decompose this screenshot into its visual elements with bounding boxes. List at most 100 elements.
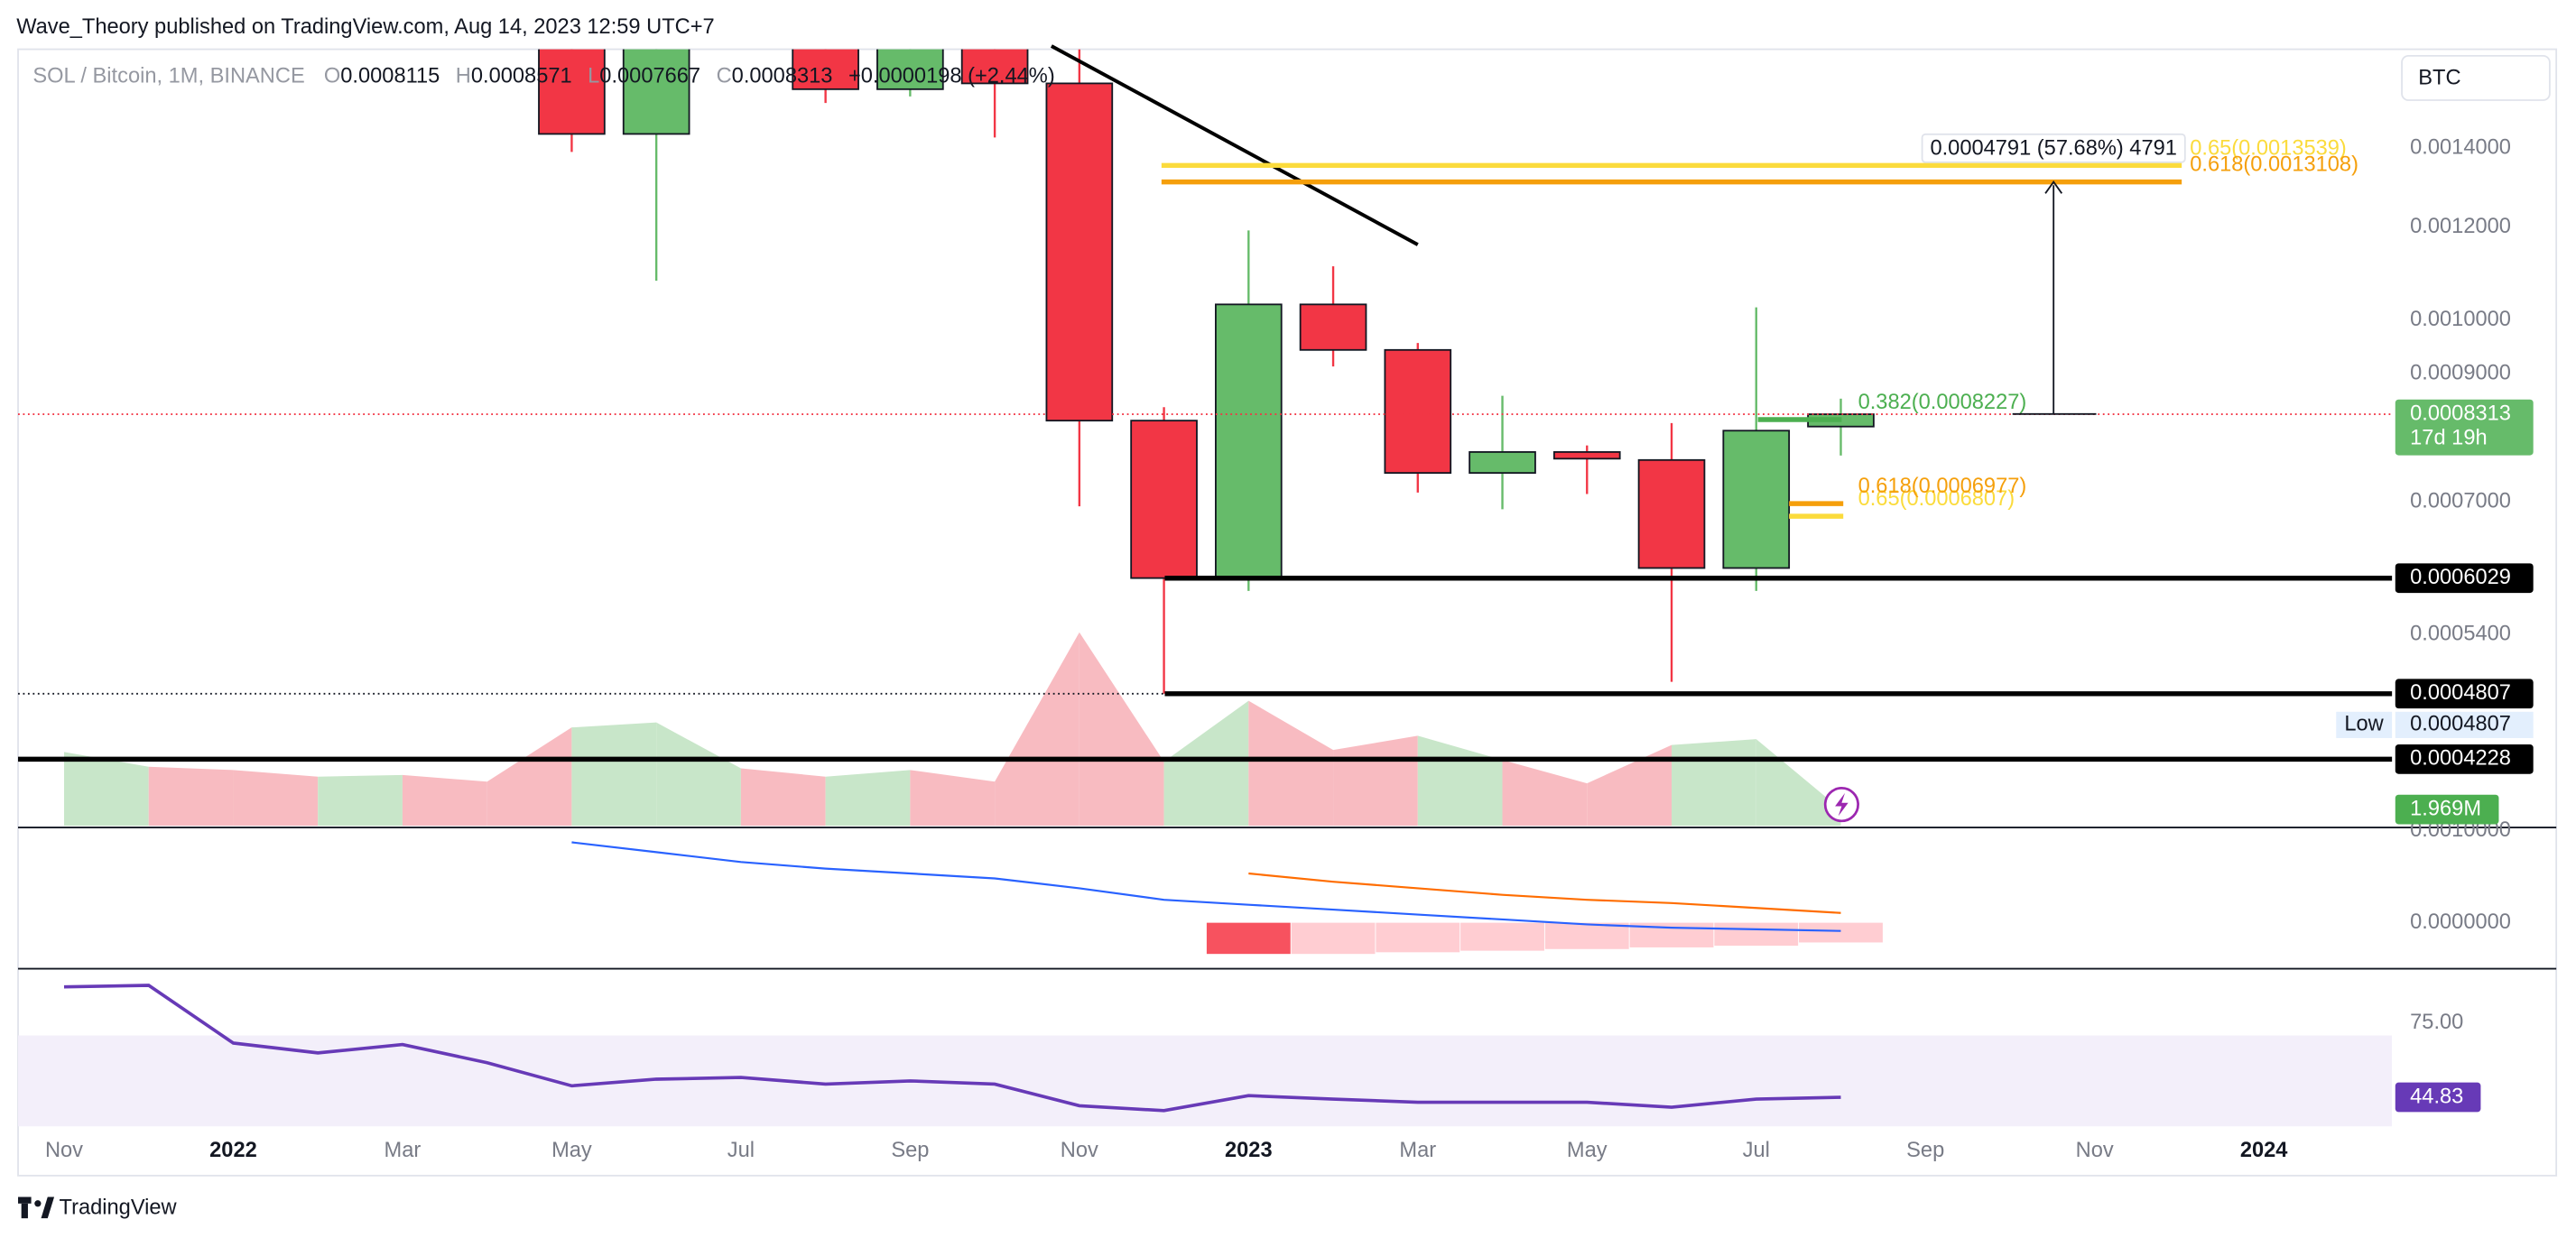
x-tick-label: Sep	[1906, 1139, 1944, 1162]
measure-box	[1921, 133, 2186, 163]
level-tag-label: 0.0004807	[2410, 681, 2511, 705]
candle-body	[538, 49, 606, 135]
y-tick-label: 0.0000000	[2410, 910, 2511, 934]
measure-label: 0.0004791 (57.68%) 4791	[1930, 136, 2176, 160]
volume-area	[1333, 735, 1418, 827]
candle-body	[1215, 303, 1283, 579]
volume-area	[1248, 700, 1334, 827]
fib-label: 0.65(0.0006807)	[1858, 487, 2015, 511]
publisher: Wave_Theory published on TradingView.com…	[16, 15, 715, 39]
fib-label: 0.618(0.0013108)	[2190, 153, 2358, 177]
candle-body	[1637, 458, 1706, 569]
x-tick-label: Mar	[385, 1139, 422, 1162]
indicator-line	[63, 984, 1841, 1113]
price-tag-label: 0.0008313	[2410, 402, 2511, 425]
volume-area	[402, 774, 487, 827]
histogram-bar	[1799, 922, 1883, 943]
x-tick-label: 2023	[1225, 1139, 1273, 1162]
x-tick-label: 2024	[2240, 1139, 2288, 1162]
ohlc-value: 0.0008571	[471, 65, 572, 88]
x-tick-label: Jul	[727, 1139, 755, 1162]
rsi-line-pane	[63, 984, 1841, 1113]
symbol: SOL / Bitcoin, 1M, BINANCE	[32, 65, 304, 88]
histogram-bar	[1291, 922, 1376, 955]
ohlc-key: O	[324, 65, 340, 88]
ohlc-value: 0.0008115	[340, 65, 440, 88]
histogram-bar	[1376, 922, 1460, 953]
low-tag-label: 0.0004807	[2410, 713, 2511, 736]
volume-area	[233, 770, 319, 827]
legend-line: SOL / Bitcoin, 1M, BINANCE O0.0008115 H0…	[32, 65, 1054, 88]
fib-label: 0.65(0.0013539)	[2190, 136, 2347, 160]
x-tick-label: May	[551, 1139, 592, 1162]
candle-body	[1384, 348, 1452, 475]
trend-line	[1050, 44, 1419, 246]
rsi-tag-label: 44.83	[2410, 1085, 2463, 1108]
rsi-pane	[18, 1035, 2393, 1127]
y-tick-label: 0.0012000	[2410, 215, 2511, 238]
candle-body	[1552, 451, 1621, 460]
level-tag	[2395, 679, 2534, 709]
measure-arrowhead	[2044, 180, 2063, 194]
overlays: 44.83 0.0006029 0.0004807 0.0004228 Low 0.000…	[18, 133, 2534, 1113]
candle-body	[1469, 451, 1536, 475]
price-pane	[63, 49, 1875, 827]
volume-area	[656, 722, 741, 827]
level-tag-label: 0.0004228	[2410, 747, 2511, 771]
candle-body	[1722, 430, 1791, 569]
level-tag	[2395, 744, 2534, 774]
volume-area	[486, 727, 572, 827]
y-tick-label: 0.0014000	[2410, 136, 2511, 160]
x-tick-label: Nov	[1061, 1139, 1098, 1162]
volume-area	[148, 766, 234, 827]
histogram-bar	[1206, 922, 1291, 955]
candle-body	[1299, 303, 1367, 351]
volume-area	[1502, 760, 1588, 827]
candle-body	[1130, 420, 1198, 579]
change: +0.0000198 (+2.44%)	[848, 65, 1055, 88]
level-tag-label: 0.0006029	[2410, 566, 2511, 589]
event-icon-bolt	[1835, 792, 1849, 817]
x-tick-label: May	[1567, 1139, 1608, 1162]
indicator-line	[1248, 872, 1841, 914]
rsi-tag	[2395, 1082, 2481, 1113]
volume-tag	[2395, 794, 2499, 825]
volume-area	[571, 722, 657, 827]
ohlc-value: 0.0008313	[732, 65, 833, 88]
x-tick-label: Sep	[891, 1139, 929, 1162]
ohlc-value: 0.0007667	[599, 65, 700, 88]
x-tick-label: Nov	[2076, 1139, 2114, 1162]
x-tick-label: Jul	[1743, 1139, 1770, 1162]
rsi-band	[18, 1035, 2393, 1127]
chart-frame	[17, 48, 2558, 1177]
low-tag-key-bg	[2336, 711, 2393, 738]
brand: TradingView	[60, 1196, 178, 1219]
histogram-bar	[1460, 922, 1544, 951]
fib-label: 0.618(0.0006977)	[1858, 475, 2027, 498]
y-tick-label: 0.0009000	[2410, 361, 2511, 384]
candle-body	[1045, 82, 1114, 422]
level-tag	[2395, 563, 2534, 594]
candle-body	[622, 49, 690, 135]
y-tick-label: 0.0007000	[2410, 490, 2511, 513]
volume-area	[910, 770, 996, 827]
ohlc-key: C	[717, 65, 732, 88]
y-tick-label: 0.0005400	[2410, 622, 2511, 645]
x-tick-label: Mar	[1399, 1139, 1436, 1162]
volume-area	[1672, 739, 1756, 827]
currency-button[interactable]	[2401, 54, 2551, 101]
volume-area	[318, 774, 403, 827]
histogram-bar	[1544, 922, 1629, 949]
candle-body	[876, 49, 944, 90]
volume-area	[1079, 632, 1164, 827]
volume-area	[1587, 744, 1673, 827]
volume-area	[740, 768, 826, 827]
volume-area	[63, 752, 149, 827]
y-tick-label: 0.0010000	[2410, 308, 2511, 331]
y-tick-label: 75.00	[2410, 1011, 2463, 1034]
currency: BTC	[2418, 67, 2460, 90]
price-tag	[2395, 399, 2534, 456]
